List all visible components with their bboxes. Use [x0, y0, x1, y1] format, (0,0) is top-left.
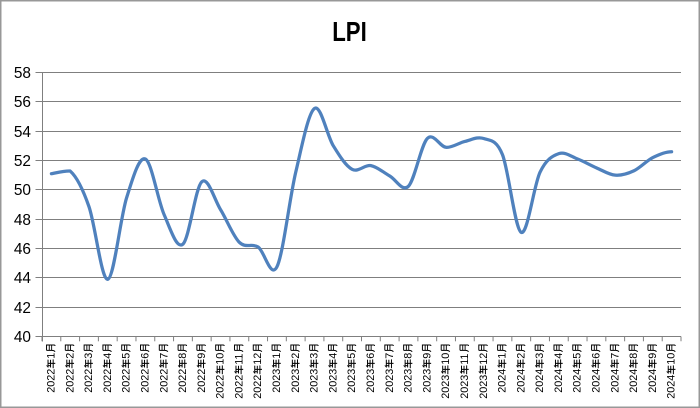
- svg-text:44: 44: [14, 270, 32, 287]
- svg-text:2: 2: [515, 353, 527, 359]
- svg-text:48: 48: [14, 212, 31, 229]
- svg-text:58: 58: [14, 65, 31, 82]
- svg-text:2022: 2022: [233, 375, 245, 399]
- svg-text:2024: 2024: [497, 369, 509, 393]
- svg-text:5: 5: [121, 353, 133, 359]
- svg-text:2023: 2023: [346, 369, 358, 393]
- svg-text:12: 12: [478, 353, 490, 365]
- svg-text:7: 7: [384, 353, 396, 359]
- svg-text:2023: 2023: [459, 375, 471, 399]
- svg-text:2023: 2023: [403, 369, 415, 393]
- svg-text:3: 3: [309, 353, 321, 359]
- svg-text:2024: 2024: [553, 369, 565, 393]
- svg-text:2024: 2024: [647, 369, 659, 393]
- svg-text:2023: 2023: [271, 369, 283, 393]
- svg-text:2023: 2023: [421, 369, 433, 393]
- svg-text:7: 7: [609, 353, 621, 359]
- svg-text:2024: 2024: [628, 369, 640, 393]
- svg-text:42: 42: [14, 300, 31, 317]
- svg-text:6: 6: [365, 353, 377, 359]
- svg-text:1: 1: [271, 353, 283, 359]
- svg-text:40: 40: [14, 329, 31, 346]
- svg-text:2022: 2022: [64, 369, 76, 393]
- svg-text:4: 4: [102, 353, 114, 359]
- svg-text:2022: 2022: [158, 369, 170, 393]
- svg-text:6: 6: [591, 353, 603, 359]
- svg-text:5: 5: [572, 353, 584, 359]
- svg-text:LPI: LPI: [332, 16, 367, 47]
- svg-text:4: 4: [327, 353, 339, 359]
- svg-text:2023: 2023: [365, 369, 377, 393]
- svg-text:2023: 2023: [309, 369, 321, 393]
- svg-text:8: 8: [628, 353, 640, 359]
- svg-text:10: 10: [440, 353, 452, 365]
- svg-text:2024: 2024: [609, 369, 621, 393]
- svg-text:9: 9: [421, 353, 433, 359]
- svg-text:2022: 2022: [177, 369, 189, 393]
- svg-text:10: 10: [215, 353, 227, 365]
- svg-text:56: 56: [14, 94, 31, 111]
- svg-text:5: 5: [346, 353, 358, 359]
- svg-text:2024: 2024: [591, 369, 603, 393]
- svg-text:3: 3: [83, 353, 95, 359]
- svg-text:2022: 2022: [102, 369, 114, 393]
- svg-text:54: 54: [14, 124, 32, 141]
- svg-text:4: 4: [553, 353, 565, 359]
- svg-text:1: 1: [497, 353, 509, 359]
- svg-text:2024: 2024: [534, 369, 546, 393]
- svg-text:2022: 2022: [83, 369, 95, 393]
- svg-text:10: 10: [666, 353, 678, 365]
- svg-text:2024: 2024: [666, 375, 678, 399]
- svg-text:2023: 2023: [384, 369, 396, 393]
- svg-text:2023: 2023: [290, 369, 302, 393]
- svg-text:2022: 2022: [196, 369, 208, 393]
- svg-text:12: 12: [252, 353, 264, 365]
- svg-text:11: 11: [233, 354, 245, 365]
- svg-text:2023: 2023: [327, 369, 339, 393]
- svg-text:2023: 2023: [440, 375, 452, 399]
- svg-text:2023: 2023: [478, 375, 490, 399]
- svg-text:46: 46: [14, 241, 31, 258]
- svg-text:52: 52: [14, 153, 31, 170]
- svg-text:2024: 2024: [572, 369, 584, 393]
- svg-text:9: 9: [647, 353, 659, 359]
- svg-text:8: 8: [403, 353, 415, 359]
- svg-text:1: 1: [46, 353, 58, 359]
- svg-text:7: 7: [158, 353, 170, 359]
- svg-text:11: 11: [459, 354, 471, 365]
- svg-text:2022: 2022: [252, 375, 264, 399]
- svg-text:2022: 2022: [139, 369, 151, 393]
- svg-text:2022: 2022: [121, 369, 133, 393]
- svg-text:2022: 2022: [46, 369, 58, 393]
- svg-text:50: 50: [14, 182, 31, 199]
- svg-text:3: 3: [534, 353, 546, 359]
- svg-text:9: 9: [196, 353, 208, 359]
- svg-text:2: 2: [64, 353, 76, 359]
- svg-text:2: 2: [290, 353, 302, 359]
- svg-text:2022: 2022: [215, 375, 227, 399]
- svg-text:6: 6: [139, 353, 151, 359]
- svg-text:2024: 2024: [515, 369, 527, 393]
- svg-text:8: 8: [177, 353, 189, 359]
